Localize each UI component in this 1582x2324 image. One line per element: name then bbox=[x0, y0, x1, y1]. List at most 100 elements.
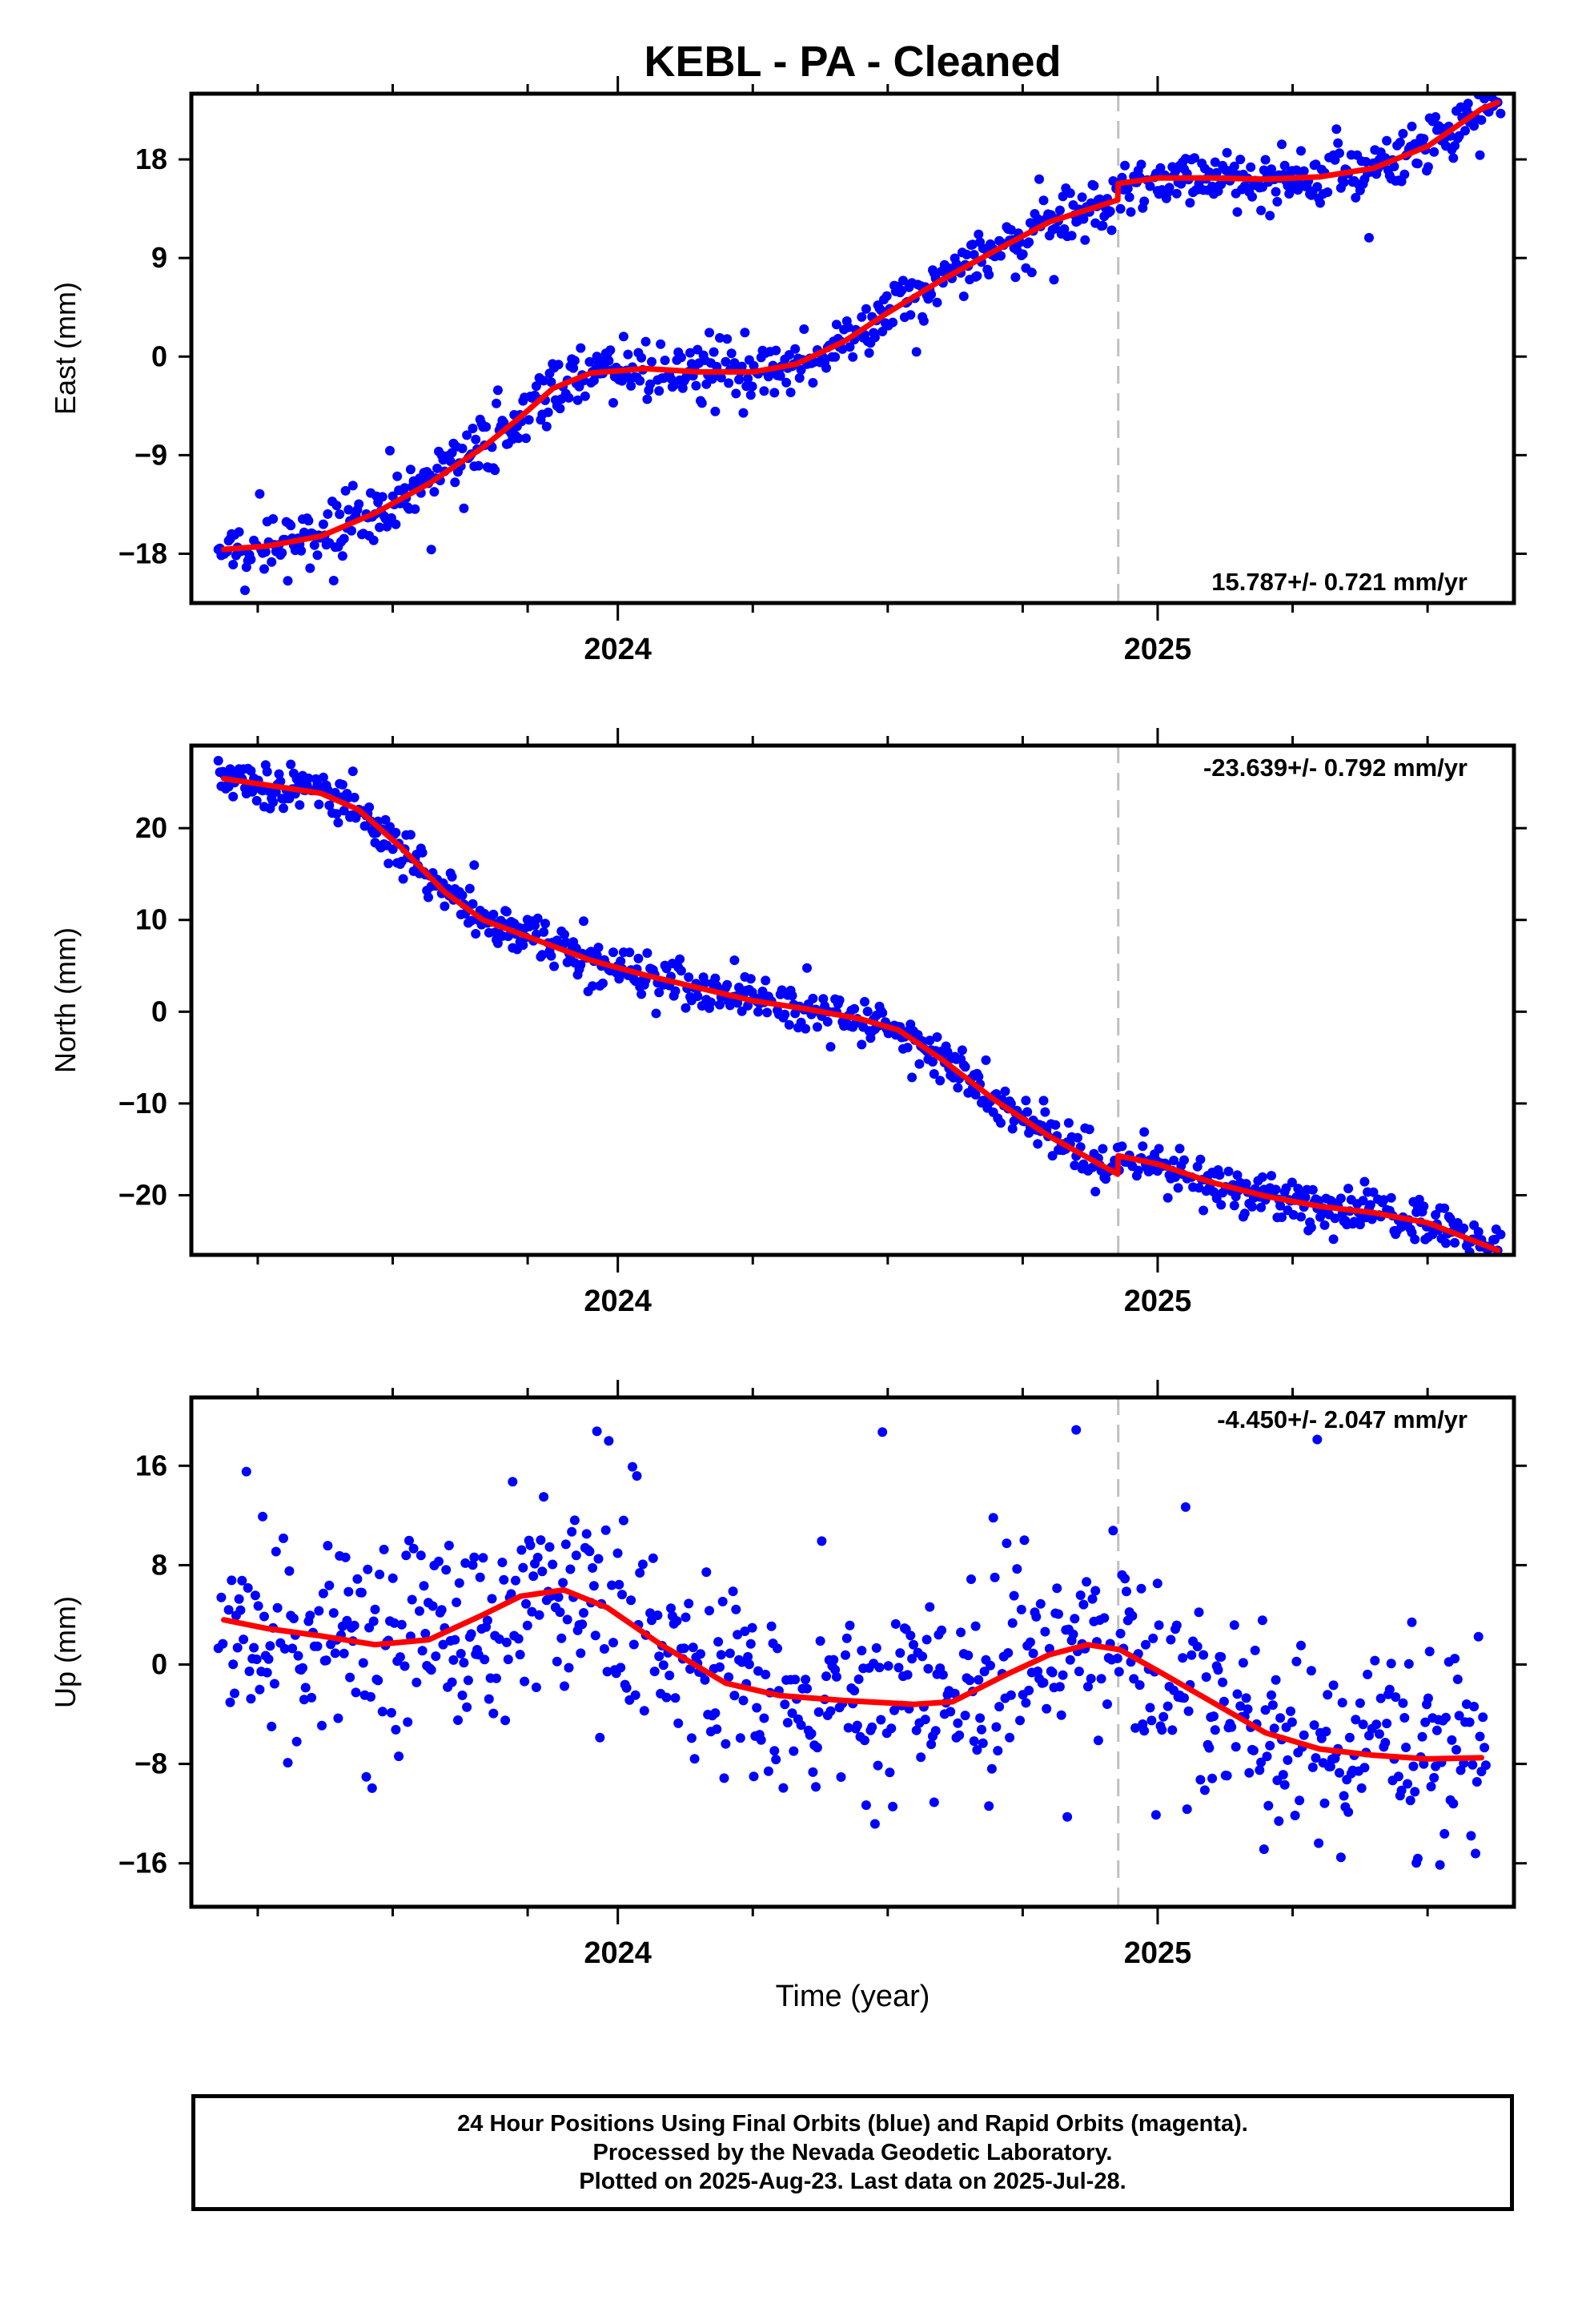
data-point bbox=[639, 1706, 649, 1716]
data-point bbox=[621, 1683, 632, 1693]
data-point bbox=[731, 1604, 741, 1614]
data-point bbox=[1335, 1852, 1346, 1863]
data-point bbox=[812, 1743, 822, 1753]
data-point bbox=[705, 328, 714, 338]
data-point bbox=[605, 345, 616, 356]
data-point bbox=[468, 424, 478, 433]
data-point bbox=[1114, 1667, 1124, 1677]
data-point bbox=[1379, 1195, 1389, 1205]
data-point bbox=[869, 332, 880, 343]
data-point bbox=[228, 1659, 239, 1670]
data-point bbox=[1287, 1177, 1297, 1188]
data-point bbox=[527, 1606, 537, 1617]
data-point bbox=[623, 349, 633, 360]
data-point bbox=[1358, 1719, 1368, 1730]
data-point bbox=[825, 1042, 836, 1052]
data-point bbox=[825, 1706, 836, 1716]
data-point bbox=[1262, 1751, 1272, 1762]
data-point bbox=[263, 1654, 274, 1664]
data-point bbox=[743, 373, 753, 384]
data-point bbox=[1412, 1853, 1423, 1864]
data-point bbox=[368, 535, 379, 545]
data-point bbox=[1078, 214, 1089, 224]
data-point bbox=[684, 1598, 694, 1609]
data-point bbox=[1396, 1785, 1407, 1795]
data-point bbox=[1093, 1735, 1103, 1746]
data-point bbox=[608, 1638, 618, 1648]
data-point bbox=[1216, 1652, 1227, 1662]
data-point bbox=[1265, 211, 1275, 221]
data-point bbox=[1315, 198, 1325, 208]
data-point bbox=[227, 1575, 237, 1586]
data-point bbox=[387, 844, 398, 854]
data-point bbox=[834, 995, 845, 1005]
data-point bbox=[410, 504, 420, 514]
data-point bbox=[330, 1648, 340, 1659]
data-point bbox=[1054, 1682, 1065, 1692]
x-tick-label: 2024 bbox=[584, 633, 652, 666]
data-point bbox=[291, 1736, 302, 1747]
data-point bbox=[790, 344, 801, 354]
data-point bbox=[1471, 1848, 1480, 1859]
data-point bbox=[598, 978, 608, 988]
data-point bbox=[759, 386, 769, 396]
data-point bbox=[1306, 1666, 1316, 1676]
data-point bbox=[389, 1618, 400, 1628]
data-point bbox=[1296, 146, 1306, 156]
data-point bbox=[1339, 1791, 1349, 1801]
data-point bbox=[412, 1677, 422, 1687]
data-point bbox=[725, 1648, 735, 1659]
data-point bbox=[1075, 1590, 1086, 1600]
data-point bbox=[1441, 1238, 1451, 1248]
data-point bbox=[377, 492, 387, 502]
data-point bbox=[1154, 1620, 1164, 1630]
data-point bbox=[1066, 231, 1077, 241]
data-point bbox=[716, 372, 726, 383]
data-point bbox=[1133, 1165, 1143, 1176]
data-point bbox=[916, 1752, 926, 1763]
data-point bbox=[295, 800, 305, 810]
data-point bbox=[544, 1542, 555, 1552]
data-point bbox=[387, 491, 398, 501]
data-point bbox=[387, 1573, 398, 1583]
data-point bbox=[766, 1621, 777, 1631]
data-point bbox=[1269, 1723, 1279, 1734]
data-point bbox=[1218, 1677, 1228, 1687]
data-point bbox=[808, 378, 818, 388]
data-point bbox=[633, 953, 644, 963]
data-point bbox=[1084, 1124, 1094, 1135]
data-point bbox=[246, 766, 256, 776]
data-point bbox=[831, 1671, 841, 1682]
data-point bbox=[560, 1681, 569, 1691]
data-point bbox=[614, 974, 624, 984]
y-tick-label: 0 bbox=[151, 995, 167, 1027]
data-point bbox=[1016, 1604, 1026, 1614]
data-point bbox=[528, 1571, 539, 1582]
data-point bbox=[1325, 1761, 1335, 1771]
data-point bbox=[1380, 1738, 1391, 1747]
data-point bbox=[487, 1594, 497, 1604]
data-point bbox=[1478, 79, 1488, 89]
data-point bbox=[1450, 1237, 1460, 1248]
data-point bbox=[1460, 126, 1470, 136]
data-point bbox=[553, 360, 564, 370]
data-point bbox=[929, 1797, 939, 1807]
data-point bbox=[1033, 1139, 1043, 1149]
data-point bbox=[654, 1651, 665, 1662]
data-point bbox=[593, 1554, 604, 1564]
data-point bbox=[1272, 196, 1283, 207]
data-point bbox=[1210, 157, 1220, 167]
data-point bbox=[438, 1639, 448, 1650]
data-point bbox=[685, 348, 695, 358]
data-point bbox=[1260, 1705, 1271, 1715]
data-point bbox=[974, 1675, 984, 1685]
data-point bbox=[286, 521, 296, 531]
data-point bbox=[960, 1711, 970, 1721]
data-point bbox=[1124, 192, 1134, 203]
data-point bbox=[1090, 1586, 1101, 1596]
data-point bbox=[780, 1699, 790, 1710]
data-point bbox=[785, 388, 796, 397]
data-point bbox=[1331, 124, 1342, 135]
data-point bbox=[967, 239, 978, 250]
data-point bbox=[552, 1656, 562, 1667]
